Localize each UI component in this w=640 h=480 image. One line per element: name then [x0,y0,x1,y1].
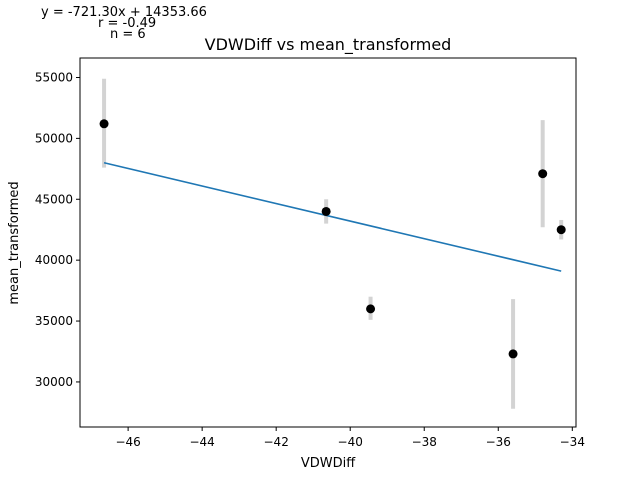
y-tick-label: 30000 [35,375,73,389]
x-tick-label: −42 [264,435,289,449]
y-tick-label: 55000 [35,70,73,84]
x-tick-label: −46 [115,435,140,449]
y-axis-ticks: 30000 35000 40000 45000 50000 55000 [35,70,80,389]
y-tick-label: 50000 [35,131,73,145]
data-point [556,225,566,235]
x-tick-label: −34 [560,435,585,449]
y-axis-label: mean_transformed [7,181,22,304]
y-tick-label: 35000 [35,314,73,328]
chart-title: VDWDiff vs mean_transformed [205,35,452,55]
data-point [321,206,331,216]
x-tick-label: −36 [486,435,511,449]
fit-line-layer [103,161,562,272]
y-tick-label: 40000 [35,253,73,267]
y-tick-label: 45000 [35,192,73,206]
x-tick-label: −44 [189,435,214,449]
x-tick-label: −40 [338,435,363,449]
correlation-annotation: r = -0.49 [98,16,157,31]
x-axis-label: VDWDiff [301,456,356,471]
points-layer [99,119,566,359]
data-point [508,349,518,359]
regression-line [103,161,562,272]
x-axis-ticks: −46 −44 −42 −40 −38 −36 −34 [115,427,585,449]
data-point [99,119,109,129]
x-tick-label: −38 [412,435,437,449]
plot-area-frame [79,57,577,428]
regression-equation-annotation: y = -721.30x + 14353.66 [41,5,207,20]
errorbar-layer [102,78,564,409]
data-point [366,304,376,314]
sample-size-annotation: n = 6 [110,27,146,42]
data-point [538,169,548,179]
